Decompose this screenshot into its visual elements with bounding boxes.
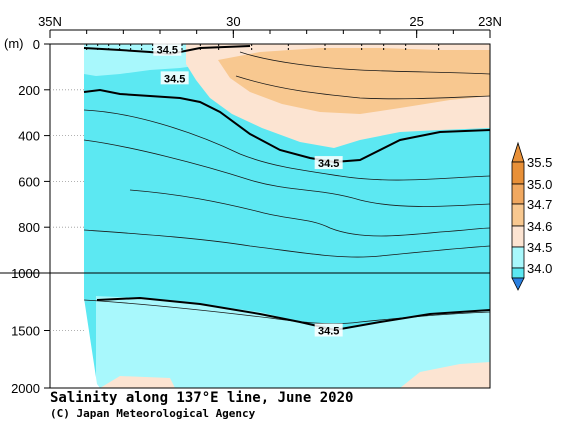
colorbar-segment bbox=[511, 225, 525, 248]
colorbar-segment bbox=[511, 246, 525, 269]
colorbar-segment bbox=[511, 183, 525, 205]
y-tick-label: 2000 bbox=[11, 381, 40, 396]
credit-text: (C) Japan Meteorological Agency bbox=[50, 407, 256, 420]
plot-area bbox=[50, 44, 490, 388]
contour-lines-thin bbox=[83, 51, 490, 325]
y-tick-label: 1500 bbox=[11, 324, 40, 339]
contour-label-bg bbox=[314, 156, 343, 170]
colorbar-segment bbox=[511, 267, 525, 279]
colorbar-label: 34.7 bbox=[527, 197, 552, 212]
x-tick-label: 35N bbox=[38, 14, 62, 29]
y-tick-label: 600 bbox=[18, 174, 40, 189]
x-tick-label: 30 bbox=[226, 14, 240, 29]
colorbar-label: 35.5 bbox=[527, 155, 552, 170]
station-marks bbox=[86, 44, 440, 52]
fill-band-34-7 bbox=[218, 48, 490, 114]
contour-label-bg bbox=[314, 323, 343, 337]
contour-34-5-deep bbox=[96, 296, 490, 332]
contour-label: 34.5 bbox=[318, 158, 339, 170]
colorbar-cap-low bbox=[511, 277, 525, 291]
contour-34-5-upper bbox=[83, 88, 490, 164]
fill-band-deep-high-south bbox=[400, 362, 490, 388]
x-tick-label: 25 bbox=[409, 14, 423, 29]
colorbar-label: 34.5 bbox=[527, 240, 552, 255]
contour-labels: 34.5 34.5 34.5 34.5 bbox=[153, 42, 343, 338]
colorbar-label: 35.0 bbox=[527, 177, 552, 192]
contour-label: 34.5 bbox=[157, 45, 178, 57]
colorbar-segment bbox=[511, 203, 525, 227]
no-data-mask bbox=[50, 44, 84, 273]
chart-title: Salinity along 137°E line, June 2020 bbox=[50, 390, 354, 406]
colorbar-cap-high bbox=[511, 141, 525, 163]
contour-label-bg bbox=[153, 42, 182, 56]
contour-label: 34.5 bbox=[164, 73, 185, 85]
contour-label-bg bbox=[160, 71, 189, 85]
y-axis-unit: (m) bbox=[4, 36, 24, 51]
y-tick-label: 800 bbox=[18, 220, 40, 235]
y-tick-label: 400 bbox=[18, 129, 40, 144]
y-axis-ticks: 0 200 400 600 800 1000 1500 2000 bbox=[11, 37, 84, 396]
y-tick-label: 200 bbox=[18, 83, 40, 98]
colorbar-label: 34.6 bbox=[527, 219, 552, 234]
colorbar-label: 34.0 bbox=[527, 261, 552, 276]
contour-label: 34.5 bbox=[318, 326, 339, 338]
colorbar: 35.5 35.0 34.7 34.6 34.5 34.0 bbox=[511, 141, 552, 291]
fill-band-low-salinity-deep bbox=[96, 296, 490, 388]
y-tick-label: 0 bbox=[33, 37, 40, 52]
fill-band-deep-high-north bbox=[100, 376, 175, 388]
x-tick-label: 23N bbox=[478, 14, 502, 29]
y-tick-label: 1000 bbox=[11, 266, 40, 281]
colorbar-segment bbox=[511, 161, 525, 185]
x-axis-ticks: 35N 30 25 23N bbox=[38, 14, 502, 38]
